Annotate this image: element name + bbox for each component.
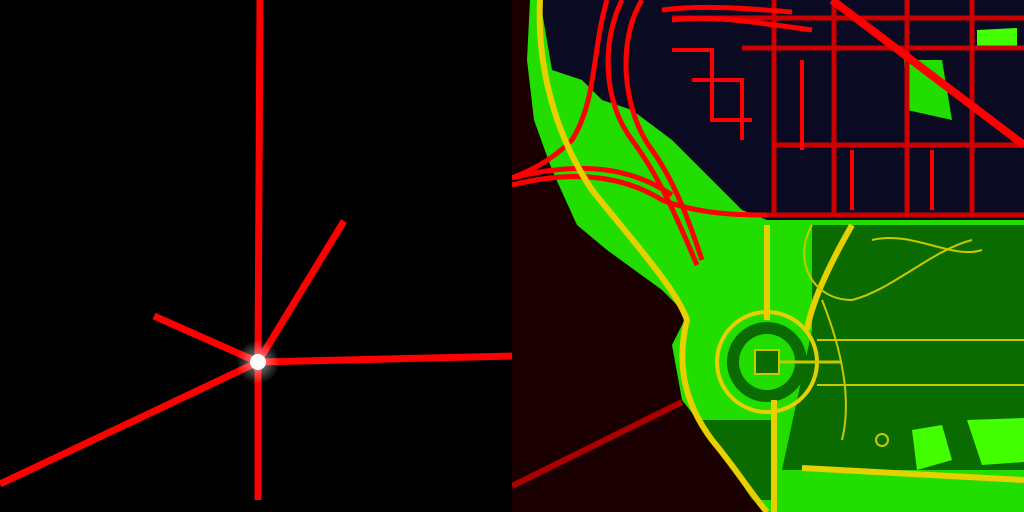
diagonal-avenue: [829, 0, 1024, 149]
road-edges: [0, 0, 512, 500]
bridge-approach: [512, 399, 684, 489]
road-edge-northeast: [255, 219, 347, 364]
expressway-bundle: [512, 0, 813, 266]
map-panel: [512, 0, 1024, 512]
city-grid-minor: [672, 48, 934, 210]
park-bright-patch-3: [977, 28, 1017, 50]
road-edge-southwest: [0, 358, 260, 488]
map-svg: [512, 0, 1024, 512]
park-dark-south: [702, 420, 777, 500]
graph-svg: [0, 0, 512, 500]
road-edge-north: [254, 0, 264, 363]
graph-panel: [0, 0, 512, 500]
road-edge-east: [257, 352, 512, 366]
park-bright-patch-2: [967, 418, 1024, 465]
paths: [803, 224, 1024, 447]
park-bright-patch-4: [904, 60, 952, 120]
node-dot-icon[interactable]: [250, 354, 266, 370]
boulevards: [536, 0, 1024, 512]
park-bright-patch-1: [912, 425, 952, 470]
memorial-icon: [715, 310, 842, 414]
park-dark-east: [782, 225, 1024, 470]
